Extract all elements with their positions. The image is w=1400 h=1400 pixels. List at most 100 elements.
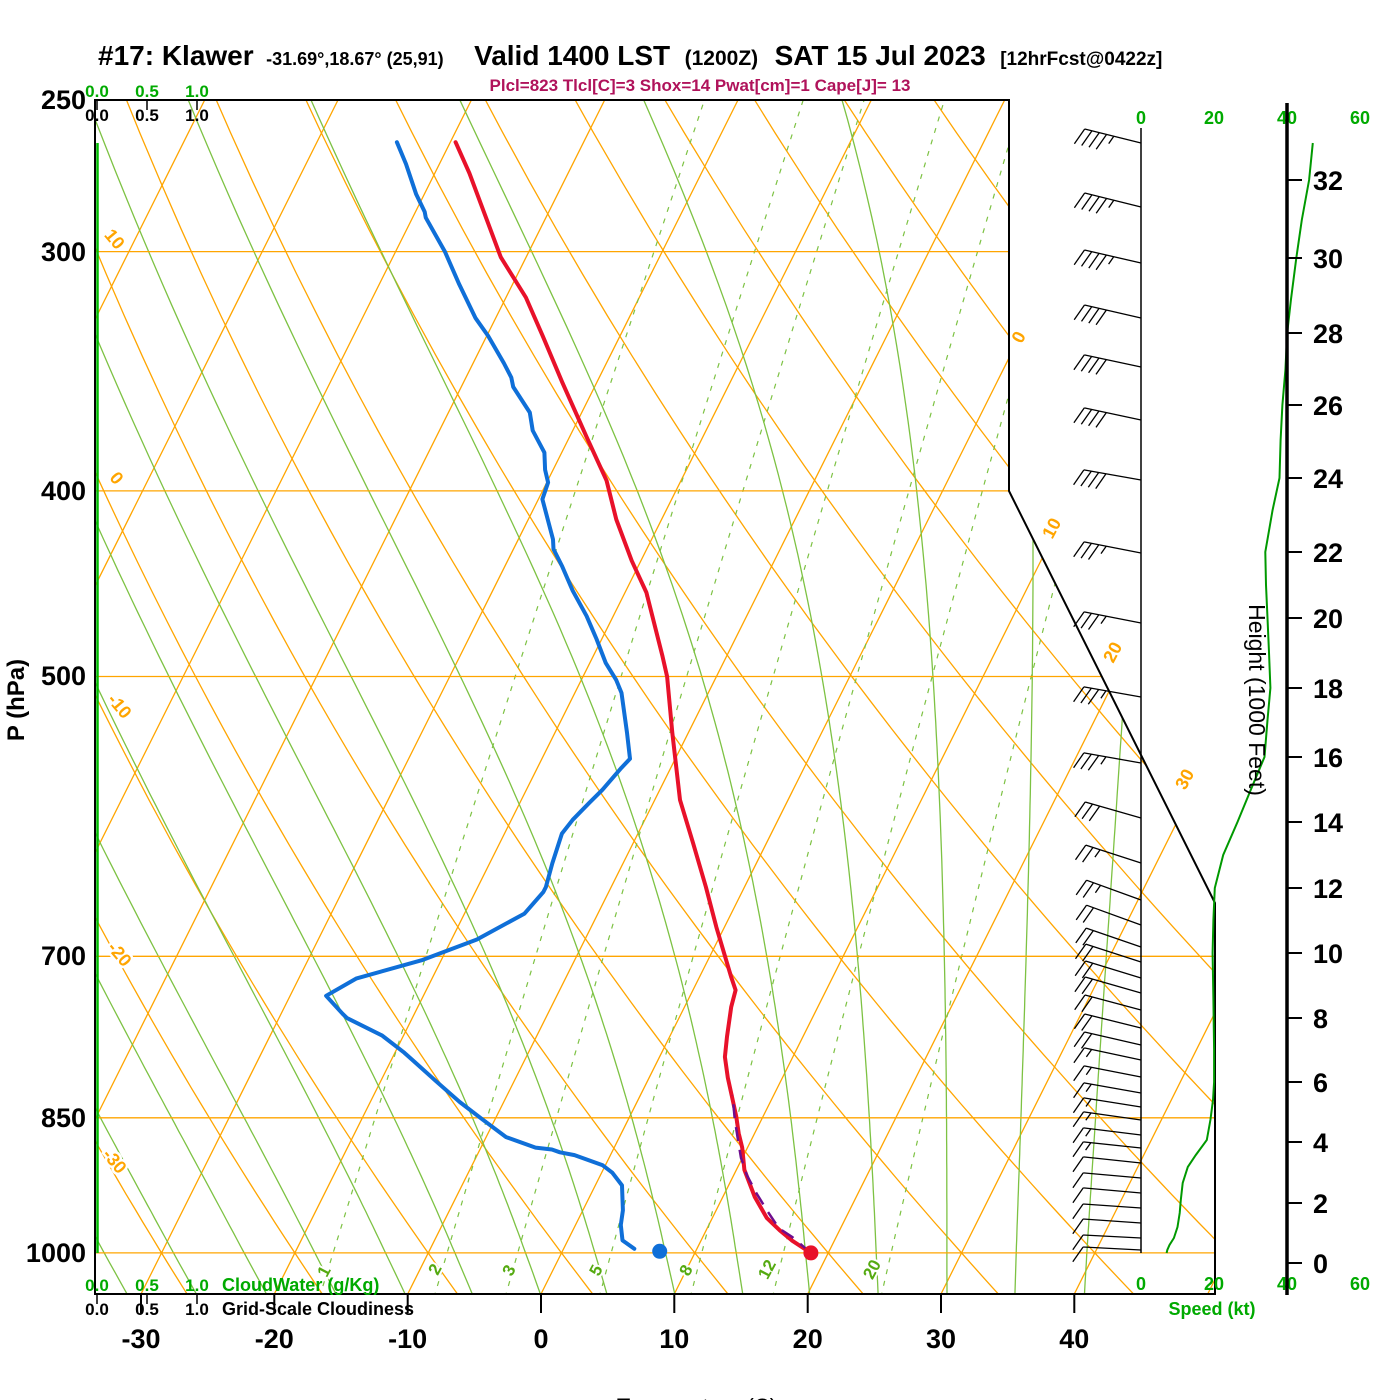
wind-barb-feather	[1072, 1097, 1085, 1114]
wind-barb-feather	[1080, 356, 1093, 372]
wind-barb-feather	[1085, 1067, 1092, 1076]
dry-adiabat-label: -10	[104, 690, 136, 723]
isotherm-line	[407, 100, 1006, 1294]
wind-barb-staff	[1085, 844, 1142, 864]
wind-barb-feather	[1095, 412, 1107, 428]
mixing-ratio-label: 20	[859, 1257, 885, 1283]
dry-adiabat-line	[108, 100, 1215, 1294]
wind-barb-feather	[1075, 927, 1087, 944]
wind-barb-staff	[1085, 927, 1142, 948]
wind-barb-feather	[1072, 1172, 1084, 1189]
speed-tick-label-bottom: 20	[1204, 1274, 1224, 1294]
surface-dewpoint-dot	[652, 1243, 668, 1259]
dry-adiabat-line	[95, 100, 735, 1294]
cloudwater-scale-bottom: 0.5	[135, 1276, 159, 1295]
isotherm-line	[1207, 100, 1215, 1294]
wind-speed-profile-curve	[1165, 142, 1314, 1254]
wind-barb-feather	[1073, 354, 1085, 371]
wind-barb-feather	[1074, 801, 1086, 818]
wind-barb-feather	[1087, 614, 1100, 630]
speed-tick-label-bottom: 60	[1350, 1274, 1370, 1294]
isotherm-line	[1073, 100, 1215, 1294]
cloudiness-scale-bottom: 0.0	[85, 1300, 109, 1319]
skewt-grid	[95, 100, 1215, 1294]
height-tick-label: 26	[1313, 391, 1343, 421]
wind-barb-feather	[1085, 1098, 1092, 1107]
wind-barb-feather	[1073, 752, 1085, 769]
pressure-tick-label: 850	[41, 1103, 86, 1133]
moist-adiabat-line	[95, 100, 544, 1294]
wind-barb-staff	[1083, 1203, 1142, 1209]
wind-barb-feather	[1074, 844, 1087, 861]
isotherm-line	[807, 100, 1215, 1294]
wind-barb-staff	[1083, 1097, 1142, 1108]
height-tick-label: 16	[1313, 743, 1343, 773]
cloudwater-scale-bottom: 0.0	[85, 1276, 109, 1295]
isotherm-line	[273, 100, 872, 1294]
moist-adiabat-line	[164, 100, 811, 1294]
wind-barb-feather	[1094, 884, 1102, 894]
wind-barb-feather	[1085, 1049, 1093, 1058]
wind-barb-feather	[1108, 135, 1115, 144]
valid-zulu: (1200Z)	[684, 47, 759, 70]
wind-barb-staff	[1084, 994, 1142, 1011]
wind-barb-staff	[1083, 611, 1142, 624]
temperature-axis-title: Temperature (C)	[617, 1394, 777, 1400]
wind-barb-feather	[1075, 904, 1088, 921]
dry-adiabat-line	[95, 100, 871, 1294]
wind-barb-feather	[1080, 1033, 1093, 1049]
wind-barb-feather	[1072, 1234, 1084, 1251]
wind-barb-feather	[1080, 753, 1092, 770]
height-tick-label: 20	[1313, 604, 1343, 634]
valid-date: SAT 15 Jul 2023	[774, 40, 986, 71]
moist-adiabat-line	[95, 100, 745, 1294]
wind-barb-feather	[1074, 960, 1087, 977]
isotherm-line	[940, 100, 1215, 1294]
wind-barb-feather	[1073, 611, 1085, 628]
wind-barb-feather	[1081, 962, 1094, 979]
temp-tick-label: 20	[793, 1324, 823, 1354]
station-coords: -31.69°,18.67° (25,91)	[266, 49, 444, 69]
cloudiness-scale-top: 0.5	[135, 106, 159, 125]
wind-barb-feather	[1080, 470, 1092, 487]
moist-adiabat-line	[95, 100, 610, 1294]
dry-adiabat-label: 0	[106, 468, 128, 489]
wind-barb-feather	[1082, 946, 1094, 962]
speed-axis-label: Speed (kt)	[1168, 1299, 1255, 1319]
wind-barb-staff	[1083, 1234, 1142, 1239]
wind-barb-staff	[1083, 1218, 1142, 1224]
wind-barb-feather	[1087, 689, 1100, 705]
height-tick-label: 6	[1313, 1068, 1328, 1098]
pressure-tick-label: 250	[41, 85, 86, 115]
wind-barb-staff	[1083, 1187, 1142, 1194]
wind-barb-feather	[1072, 1187, 1084, 1204]
mixing-ratio-line	[771, 100, 1215, 1294]
height-tick-label: 32	[1313, 166, 1343, 196]
moist-adiabat-line	[525, 100, 948, 1294]
dry-adiabat-line	[95, 100, 1142, 1294]
mixing-ratio-label: 8	[676, 1262, 697, 1279]
wind-barb-feather	[1088, 307, 1100, 324]
wind-barb-feather	[1073, 249, 1086, 266]
temperature-curve	[453, 140, 813, 1255]
dry-adiabat-label: -30	[99, 1145, 131, 1178]
wind-barb-feather	[1080, 687, 1092, 704]
temp-tick-label: 0	[533, 1324, 548, 1354]
surface-temperature-dot	[803, 1245, 819, 1261]
wind-barb-feather	[1074, 994, 1086, 1011]
dry-adiabat-line	[95, 100, 328, 1294]
mixing-ratio-label: 3	[499, 1262, 520, 1279]
wind-barb-feather	[1088, 357, 1100, 374]
stability-indices: Plcl=823 Tlcl[C]=3 Shox=14 Pwat[cm]=1 Ca…	[489, 76, 911, 95]
pressure-tick-label: 400	[41, 476, 86, 506]
wind-barb-feather	[1074, 943, 1087, 960]
height-tick-label: 22	[1313, 538, 1343, 568]
wind-barb-staff	[1083, 686, 1142, 698]
moist-adiabat-line	[95, 100, 410, 1294]
wind-barb-staff	[1085, 960, 1142, 979]
wind-barb-feather	[1085, 1112, 1092, 1121]
wind-barb-feather	[1100, 615, 1107, 624]
wind-barb-staff	[1083, 1156, 1142, 1164]
wind-barb-staff	[1083, 469, 1142, 481]
